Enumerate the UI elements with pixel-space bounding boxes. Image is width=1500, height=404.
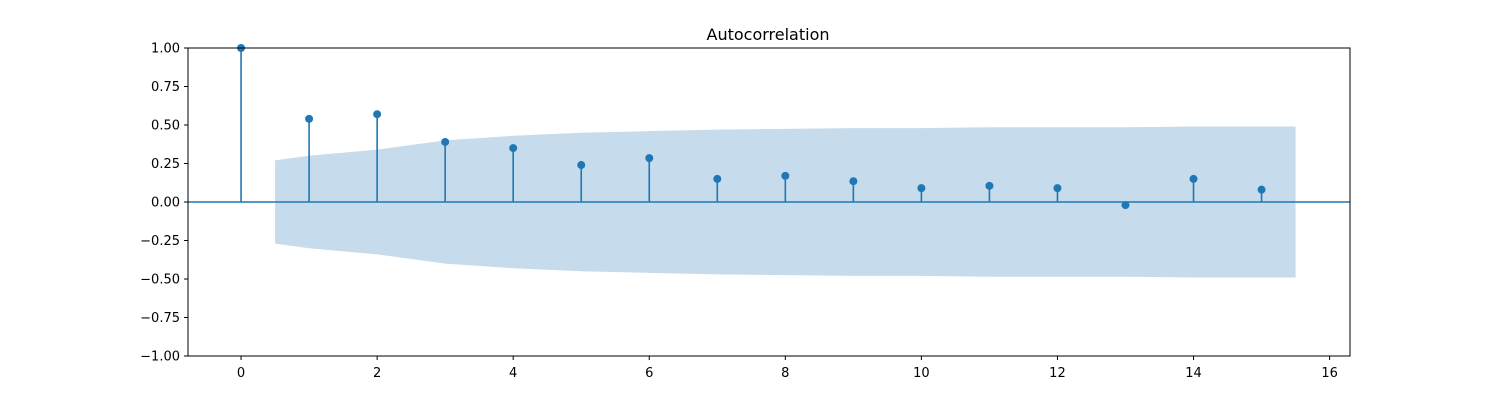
y-tick-label-3: −0.25 xyxy=(140,234,180,249)
stem-marker-lag-10 xyxy=(917,184,926,193)
y-tick-label-4: 0.00 xyxy=(151,196,180,211)
stem-marker-lag-2 xyxy=(373,110,382,119)
x-tick-label-4: 4 xyxy=(509,366,517,381)
axes-layer: 0 2 4 6 8 10 12 14 16 −1.00 −0.75 −0.50 −0.25 0.00 0.2… xyxy=(140,42,1351,381)
y-tick-label-0: −1.00 xyxy=(140,350,180,365)
y-tick-label-1: −0.75 xyxy=(140,311,180,326)
y-tick-label-8: 1.00 xyxy=(151,42,180,57)
stem-marker-lag-11 xyxy=(985,181,994,190)
stem-marker-lag-9 xyxy=(849,177,858,186)
y-tick-label-6: 0.50 xyxy=(151,119,180,134)
stem-marker-lag-8 xyxy=(781,171,790,180)
x-tick-label-10: 10 xyxy=(913,366,930,381)
stem-marker-lag-13 xyxy=(1121,201,1130,210)
x-tick-label-6: 6 xyxy=(645,366,653,381)
stem-marker-lag-15 xyxy=(1257,185,1266,194)
y-tick-label-2: −0.50 xyxy=(140,273,180,288)
stem-marker-lag-7 xyxy=(713,174,722,183)
chart-title: Autocorrelation xyxy=(707,25,830,44)
x-tick-label-8: 8 xyxy=(781,366,789,381)
stem-marker-lag-3 xyxy=(441,137,450,146)
stem-marker-lag-4 xyxy=(509,144,518,153)
stem-marker-lag-5 xyxy=(577,161,586,170)
y-tick-label-5: 0.25 xyxy=(151,157,180,172)
stem-marker-lag-12 xyxy=(1053,184,1062,193)
stem-marker-lag-6 xyxy=(645,154,654,163)
x-tick-label-14: 14 xyxy=(1185,366,1202,381)
y-tick-label-7: 0.75 xyxy=(151,80,180,95)
x-tick-label-16: 16 xyxy=(1321,366,1338,381)
x-tick-label-12: 12 xyxy=(1049,366,1066,381)
stem-layer xyxy=(237,44,1266,210)
stem-marker-lag-1 xyxy=(305,114,314,123)
stem-marker-lag-14 xyxy=(1189,174,1198,183)
x-tick-label-2: 2 xyxy=(373,366,381,381)
x-tick-label-0: 0 xyxy=(237,366,245,381)
